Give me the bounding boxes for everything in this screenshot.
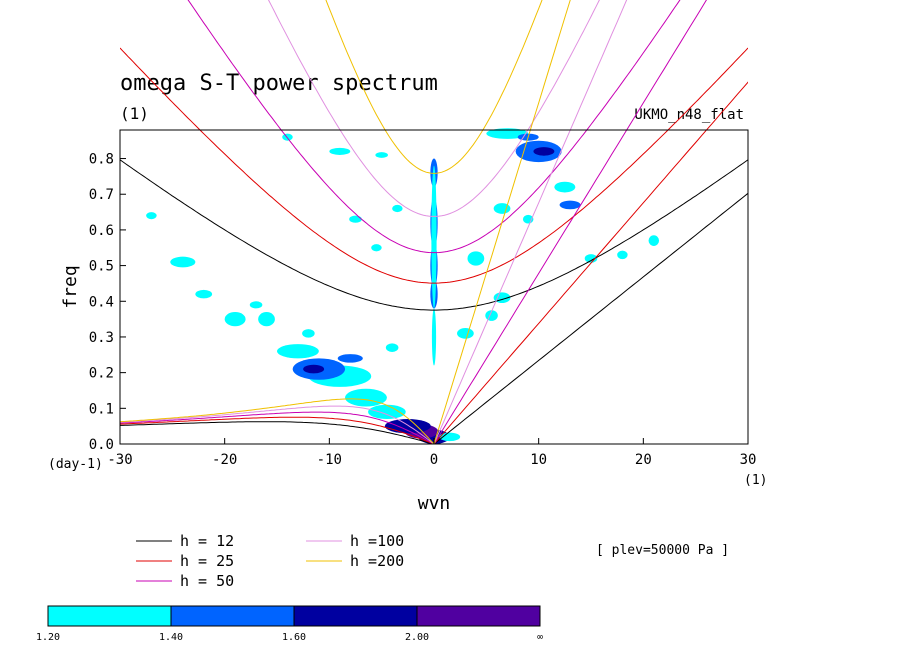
y-tick-label-8: 0.8: [89, 152, 114, 168]
curve-kelvin-h25: [433, 81, 748, 444]
legend-label-4: h =200: [350, 552, 404, 570]
x-tick-label-6: 30: [740, 452, 757, 468]
y-tick-label-0: 0.0: [89, 437, 114, 453]
x-tick-label-1: -20: [212, 452, 237, 468]
colorbar-swatch-3: [416, 605, 541, 627]
curve-gravity-h25: [120, 47, 748, 284]
colorbar-label-3: 2.00: [405, 632, 429, 643]
power-blob-11: [258, 311, 275, 327]
power-blob-2: [384, 419, 431, 434]
y-tick-label-4: 0.4: [89, 294, 114, 310]
x-axis-unit: (1): [744, 473, 767, 488]
x-axis: -30 -20 -10 0 10 20 30: [107, 438, 756, 468]
y-tick-label-5: 0.5: [89, 259, 114, 275]
curve-kelvin-h12: [433, 192, 748, 444]
y-axis-label: freq: [60, 265, 81, 308]
power-blob-36: [457, 328, 474, 339]
power-blob-39: [617, 250, 628, 260]
x-axis-label: wvn: [418, 493, 451, 514]
plev-annotation: [ plev=50000 Pa ]: [596, 543, 729, 558]
chart-title: omega S-T power spectrum: [120, 71, 438, 96]
legend-label-3: h =100: [350, 532, 404, 550]
curve-rossby-h12: [120, 421, 435, 444]
power-blob-15: [146, 212, 157, 220]
power-blob-23: [533, 147, 555, 156]
power-blob-27: [559, 200, 581, 210]
y-tick-label-7: 0.7: [89, 187, 114, 203]
power-blob-42: [302, 329, 315, 338]
power-blob-24: [486, 128, 529, 139]
curve-gravity-h12: [120, 159, 748, 311]
power-blob-34: [329, 147, 351, 155]
power-blob-10: [337, 354, 363, 363]
power-blob-14: [195, 289, 213, 299]
power-blob-12: [224, 311, 246, 327]
colorbar-label-0: 1.20: [36, 632, 60, 643]
y-tick-label-1: 0.1: [89, 401, 114, 417]
curve-rossby-h50: [120, 411, 435, 444]
power-blob-13: [170, 256, 196, 268]
x-tick-label-0: -30: [107, 452, 132, 468]
curve-gravity-h100: [267, 0, 600, 217]
power-blob-40: [648, 235, 660, 246]
legend-label-0: h = 12: [180, 532, 234, 550]
y-tick-label-3: 0.3: [89, 330, 114, 346]
legend-label-1: h = 25: [180, 552, 234, 570]
colorbar-swatch-1: [170, 605, 295, 627]
colorbar-swatch-0: [47, 605, 172, 627]
power-blob-29: [493, 203, 511, 214]
curve-rossby-h25: [120, 416, 435, 444]
power-blob-4: [368, 404, 406, 420]
power-blob-33: [282, 133, 293, 141]
colorbar-label-4: ∞: [537, 632, 543, 643]
y-tick-label-2: 0.2: [89, 366, 114, 382]
chart-subtitle: (1): [120, 104, 149, 123]
curve-kelvin-h100: [433, 0, 628, 444]
colorbar-label-1: 1.40: [159, 632, 183, 643]
curve-rossby-h200: [120, 398, 435, 444]
curve-kelvin-h50: [433, 0, 708, 444]
y-axis: 0.0 0.1 0.2 0.3 0.4 0.5 0.6 0.7 0.8: [89, 152, 126, 453]
power-blob-45: [584, 254, 598, 263]
power-blob-20: [431, 165, 437, 309]
x-tick-label-2: -10: [317, 452, 342, 468]
power-blob-43: [385, 343, 399, 352]
colorbar-label-2: 1.60: [282, 632, 306, 643]
legend-label-2: h = 50: [180, 572, 234, 590]
power-blob-32: [371, 244, 382, 252]
colorbar-swatch-2: [293, 605, 418, 627]
curve-gravity-h50: [187, 0, 681, 254]
curve-kelvin-h200: [433, 0, 571, 444]
colorbar: 1.20 1.40 1.60 2.00 ∞: [36, 605, 543, 643]
power-blob-41: [249, 301, 263, 309]
x-tick-label-4: 10: [530, 452, 547, 468]
y-axis-unit: (day-1): [48, 457, 103, 472]
power-blob-8: [303, 364, 325, 374]
power-blob-5: [345, 388, 387, 407]
y-tick-label-6: 0.6: [89, 223, 114, 239]
power-blob-31: [349, 215, 362, 223]
legend: h = 12 h = 25 h = 50 h =100 h =200: [136, 532, 404, 590]
power-blob-3: [439, 432, 461, 442]
x-tick-label-5: 20: [635, 452, 652, 468]
power-blob-28: [467, 251, 485, 266]
power-blob-26: [554, 181, 576, 193]
power-blob-30: [392, 204, 403, 213]
power-contours: [146, 128, 660, 444]
x-tick-label-3: 0: [430, 452, 438, 468]
power-blob-21: [431, 308, 437, 366]
curve-gravity-h200: [325, 0, 543, 174]
dispersion-curves: [120, 0, 748, 444]
power-blob-9: [277, 344, 319, 359]
curve-rossby-h100: [120, 405, 435, 444]
power-blob-35: [375, 152, 388, 158]
